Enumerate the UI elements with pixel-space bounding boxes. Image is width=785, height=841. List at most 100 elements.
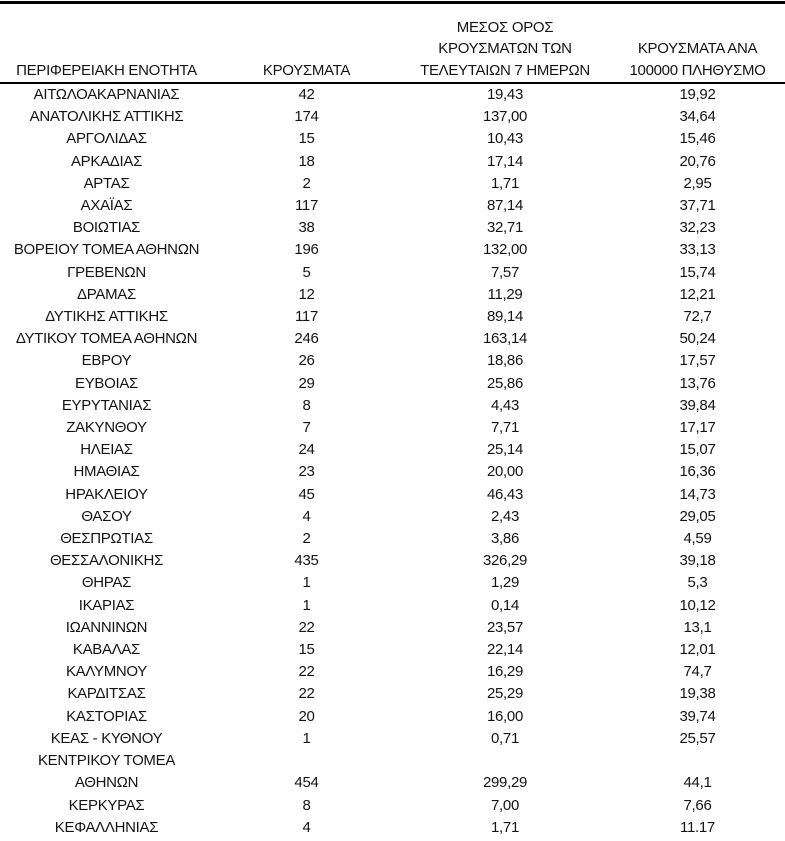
- cases-cell: 454: [294, 774, 319, 792]
- cases-cell: 38: [298, 219, 315, 237]
- table-row: ΓΡΕΒΕΝΩΝ 5 7,57 15,74: [0, 262, 785, 284]
- avg7-cell: 0,14: [491, 596, 519, 614]
- table-row: ΚΕΑΣ - ΚΥΘΝΟΥ 1 0,71 25,57: [0, 728, 785, 750]
- per-100000-cell: 17,17: [679, 419, 716, 437]
- cases-cell: 117: [294, 308, 318, 326]
- per-100000-cell: 13,1: [683, 618, 712, 636]
- avg7-cell: 19,43: [486, 86, 524, 103]
- cases-cell: 22: [298, 685, 315, 703]
- cases-cell: 2: [302, 174, 311, 192]
- table-header-row: ΠΕΡΙΦΕΡΕΙΑΚΗ ΕΝΟΤΗΤΑ ΚΡΟΥΣΜΑΤΑ ΜΕΣΟΣ ΟΡΟ…: [0, 4, 785, 84]
- table-row: ΑΡΓΟΛΙΔΑΣ 15 10,43 15,46: [0, 128, 785, 150]
- region-cell: ΚΑΡΔΙΤΣΑΣ: [67, 685, 146, 703]
- cases-cell: 22: [298, 663, 315, 681]
- region-cell: ΚΕΡΚΥΡΑΣ: [68, 796, 145, 814]
- avg7-cell: 4,43: [491, 396, 519, 414]
- cases-cell: 26: [298, 352, 315, 370]
- avg7-cell: 0,71: [491, 729, 519, 747]
- avg7-cell: 3,86: [491, 530, 519, 548]
- avg7-cell: 17,14: [486, 152, 524, 170]
- table-row: ΕΥΒΟΙΑΣ 29 25,86 13,76: [0, 373, 785, 395]
- avg7-cell: 10,43: [486, 130, 524, 148]
- avg7-cell: 1,29: [491, 574, 519, 592]
- cases-cell: 12: [298, 285, 315, 303]
- region-cell: ΔΡΑΜΑΣ: [77, 285, 136, 303]
- avg7-cell: 7,71: [491, 419, 519, 437]
- avg7-cell: 25,14: [486, 441, 524, 459]
- per-100000-cell: 2,95: [683, 174, 712, 192]
- avg7-cell: 22,14: [486, 641, 524, 659]
- region-cell: ΔΥΤΙΚΗΣ ΑΤΤΙΚΗΣ: [45, 308, 168, 326]
- cases-cell: 1: [302, 596, 311, 614]
- table-row: ΒΟΙΩΤΙΑΣ 38 32,71 32,23: [0, 217, 785, 239]
- region-cell: ΙΩΑΝΝΙΝΩΝ: [65, 618, 148, 636]
- avg7-cell: 326,29: [482, 552, 528, 570]
- per-100000-cell: 14,73: [679, 485, 716, 503]
- avg7-cell: 163,14: [482, 330, 528, 348]
- table-row: ΔΥΤΙΚΟΥ ΤΟΜΕΑ ΑΘΗΝΩΝ 246 163,14 50,24: [0, 328, 785, 350]
- per-100000-cell: 15,07: [679, 441, 716, 459]
- cases-cell: 196: [294, 241, 319, 259]
- per-100000-cell: 25,57: [679, 729, 716, 747]
- region-cell: ΓΡΕΒΕΝΩΝ: [67, 263, 146, 281]
- table-row: ΚΑΣΤΟΡΙΑΣ 20 16,00 39,74: [0, 706, 785, 728]
- cases-cell: 20: [298, 707, 315, 725]
- top-rule: [0, 1, 785, 4]
- region-cell: ΕΒΡΟΥ: [81, 352, 132, 370]
- cases-cell: 15: [298, 641, 315, 659]
- cases-cell: 1: [302, 574, 311, 592]
- per-100000-cell: 15,46: [679, 130, 716, 148]
- per-100000-cell: 39,74: [679, 707, 716, 725]
- table-row: ΘΗΡΑΣ 1 1,29 5,3: [0, 572, 785, 594]
- avg7-cell: 137,00: [482, 108, 528, 126]
- table-row: ΙΩΑΝΝΙΝΩΝ 22 23,57 13,1: [0, 617, 785, 639]
- region-cell: ΗΜΑΘΙΑΣ: [73, 463, 140, 481]
- table-row: ΕΒΡΟΥ 26 18,86 17,57: [0, 350, 785, 372]
- avg7-cell: 1,71: [491, 174, 519, 192]
- avg7-cell: 299,29: [482, 774, 528, 792]
- per-100000-cell: 5,3: [687, 574, 708, 592]
- cases-cell: 42: [298, 86, 315, 103]
- cases-cell: 29: [298, 374, 315, 392]
- region-cell: ΗΡΑΚΛΕΙΟΥ: [65, 485, 148, 503]
- per-100000-cell: 7,66: [683, 796, 712, 814]
- region-cell: ΙΚΑΡΙΑΣ: [78, 596, 135, 614]
- per-100000-cell: 19,92: [679, 86, 716, 103]
- avg7-cell: 16,00: [486, 707, 524, 725]
- per-100000-cell: 50,24: [679, 330, 716, 348]
- region-cell: ΖΑΚΥΝΘΟΥ: [66, 419, 147, 437]
- per-100000-cell: 32,23: [679, 219, 716, 237]
- avg7-cell: 25,86: [486, 374, 524, 392]
- cases-cell: 8: [302, 796, 311, 814]
- table-row: ΑΝΑΤΟΛΙΚΗΣ ΑΤΤΙΚΗΣ 174 137,00 34,64: [0, 106, 785, 128]
- per-100000-cell: 13,76: [679, 374, 716, 392]
- avg7-cell: 2,43: [491, 507, 519, 525]
- avg7-cell: 7,57: [491, 263, 519, 281]
- table-row: ΕΥΡΥΤΑΝΙΑΣ 8 4,43 39,84: [0, 395, 785, 417]
- per-100000-cell: 74,7: [683, 663, 712, 681]
- table-row: ΚΑΡΔΙΤΣΑΣ 22 25,29 19,38: [0, 683, 785, 705]
- cases-cell: 435: [294, 552, 319, 570]
- region-cell: ΕΥΒΟΙΑΣ: [74, 374, 139, 392]
- avg7-cell: 32,71: [486, 219, 524, 237]
- table-row: ΘΕΣΠΡΩΤΙΑΣ 2 3,86 4,59: [0, 528, 785, 550]
- avg7-cell: 46,43: [486, 485, 524, 503]
- avg7-cell: 25,29: [486, 685, 524, 703]
- per-100000-cell: 20,76: [679, 152, 716, 170]
- table-row: ΙΚΑΡΙΑΣ 1 0,14 10,12: [0, 595, 785, 617]
- cases-cell: 18: [298, 152, 315, 170]
- per-100000-cell: 4,59: [683, 530, 712, 548]
- per-100000-cell: 12,21: [679, 285, 716, 303]
- avg7-cell: 7,00: [491, 796, 519, 814]
- per-100000-cell: 37,71: [679, 197, 716, 215]
- per-100000-cell: 39,18: [679, 552, 716, 570]
- region-cell: ΒΟΡΕΙΟΥ ΤΟΜΕΑ ΑΘΗΝΩΝ: [13, 241, 200, 259]
- table-row: ΘΑΣΟΥ 4 2,43 29,05: [0, 506, 785, 528]
- region-cell: ΗΛΕΙΑΣ: [80, 441, 133, 459]
- region-cell: ΑΙΤΩΛΟΑΚΑΡΝΑΝΙΑΣ: [33, 86, 180, 103]
- table-row: ΘΕΣΣΑΛΟΝΙΚΗΣ 435 326,29 39,18: [0, 550, 785, 572]
- region-cell: ΔΥΤΙΚΟΥ ΤΟΜΕΑ ΑΘΗΝΩΝ: [15, 330, 198, 348]
- per-100000-cell: 16,36: [679, 463, 716, 481]
- per-100000-cell: 44,1: [683, 774, 712, 792]
